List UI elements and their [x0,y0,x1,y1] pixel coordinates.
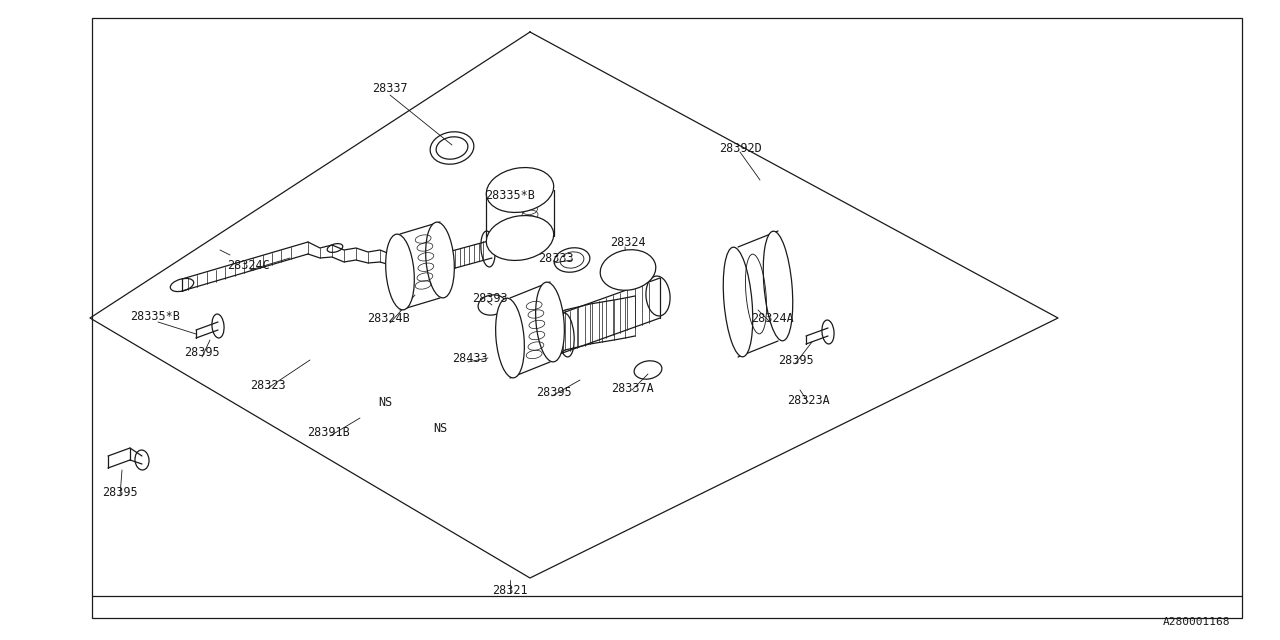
Text: 28392D: 28392D [718,141,762,154]
Ellipse shape [426,222,454,298]
Text: NS: NS [378,396,392,408]
Bar [92,18,1242,618]
Ellipse shape [763,231,792,341]
Text: 28335*B: 28335*B [485,189,535,202]
Text: 28335*B: 28335*B [131,310,180,323]
Text: 28324B: 28324B [366,312,410,324]
Ellipse shape [385,234,415,310]
Text: NS: NS [433,422,447,435]
Ellipse shape [600,250,655,291]
Text: 28324C: 28324C [227,259,269,271]
Ellipse shape [495,298,525,378]
Text: 28324A: 28324A [750,312,794,324]
Text: 28324: 28324 [611,236,646,248]
Text: 28393: 28393 [472,291,508,305]
Text: 28395: 28395 [536,385,572,399]
Text: 28323A: 28323A [787,394,829,406]
Text: 28395: 28395 [778,353,814,367]
Text: 28433: 28433 [452,351,488,365]
Text: 28321: 28321 [493,584,527,596]
Ellipse shape [486,168,554,212]
Text: 28395: 28395 [102,486,138,499]
Ellipse shape [486,216,554,260]
Text: 28323: 28323 [250,378,285,392]
Text: 28337: 28337 [372,81,408,95]
Text: 28333: 28333 [538,252,573,264]
Text: 28395: 28395 [184,346,220,358]
Ellipse shape [535,282,564,362]
Text: 28337A: 28337A [611,381,653,394]
Ellipse shape [723,247,753,357]
Text: 28391B: 28391B [307,426,349,438]
Text: A280001168: A280001168 [1162,617,1230,627]
